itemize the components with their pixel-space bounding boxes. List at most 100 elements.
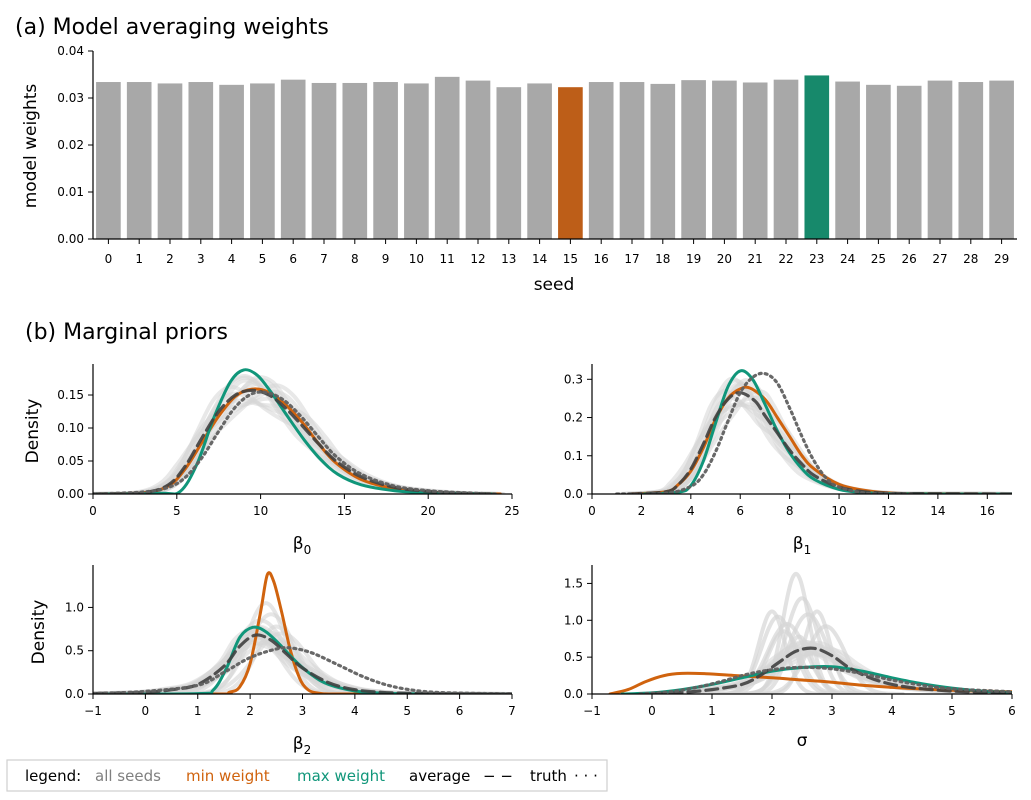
b1-xtick-label: 6 bbox=[736, 504, 744, 518]
weight-bar-22 bbox=[773, 79, 799, 239]
b1-series-group bbox=[615, 369, 1012, 494]
weights-xtick-label: 6 bbox=[289, 252, 297, 266]
weights-ytick-label: 0.03 bbox=[57, 91, 84, 105]
b2-plot: −1 0 1 2 3 4 5 6 7 0.0 0.5 1.0 bbox=[65, 565, 516, 718]
legend-max-weight: max weight bbox=[297, 767, 385, 785]
weight-bar-6 bbox=[280, 79, 306, 239]
sigma-plot: −1 0 1 2 3 4 5 6 0.0 0.5 1.0 1.5 bbox=[564, 565, 1016, 718]
b2-ylabel: Density bbox=[29, 600, 49, 665]
weight-bar-8 bbox=[342, 82, 368, 240]
b1-ytick-label: 0.3 bbox=[564, 372, 583, 386]
b1-xtick-label: 10 bbox=[831, 504, 846, 518]
sigma-xlabel: σ bbox=[797, 731, 808, 751]
weight-bar-29 bbox=[989, 80, 1014, 239]
b0-seed-curve bbox=[93, 373, 491, 494]
sigma-series-group bbox=[608, 571, 1012, 694]
legend-frame bbox=[6, 759, 608, 792]
legend-truth: truth bbox=[530, 767, 567, 785]
weight-bar-0 bbox=[96, 82, 121, 240]
weight-bar-14 bbox=[527, 83, 552, 240]
weight-bar-13 bbox=[496, 87, 522, 239]
b2-xtick-label: 6 bbox=[456, 704, 464, 718]
weights-xlabel: seed bbox=[534, 275, 575, 295]
b1-xtick-label: 8 bbox=[786, 504, 794, 518]
b2-xtick-label: −1 bbox=[84, 704, 102, 718]
priors-title: (b) Marginal priors bbox=[25, 320, 228, 345]
weight-bar-19 bbox=[681, 80, 706, 239]
sigma-ytick-label: 1.0 bbox=[564, 613, 583, 627]
weights-title: (a) Model averaging weights bbox=[15, 15, 329, 40]
sigma-xtick-label: 6 bbox=[1008, 704, 1016, 718]
sigma-average-line bbox=[650, 646, 1012, 694]
weights-xtick-label: 23 bbox=[809, 252, 824, 266]
legend-all-seeds: all seeds bbox=[95, 767, 161, 785]
b2-xtick-label: 3 bbox=[299, 704, 307, 718]
weight-bar-16 bbox=[588, 82, 614, 240]
sigma-xtick-label: 5 bbox=[948, 704, 956, 718]
weight-bar-23 bbox=[804, 75, 830, 239]
b2-min-weight-line bbox=[93, 571, 512, 694]
weights-xtick-label: 0 bbox=[105, 252, 113, 266]
weight-bar-5 bbox=[250, 83, 275, 240]
legend-average-marker: − − bbox=[483, 767, 513, 785]
b0-ytick-label: 0.00 bbox=[57, 487, 84, 501]
sigma-xtick-label: 2 bbox=[768, 704, 776, 718]
weights-xtick-label: 5 bbox=[259, 252, 267, 266]
b0-plot: 0 5 10 15 20 25 0.00 0.05 0.10 0.15 bbox=[57, 364, 520, 518]
weight-bar-25 bbox=[866, 84, 891, 239]
weights-xtick-label: 28 bbox=[963, 252, 978, 266]
weights-ytick-label: 0.04 bbox=[57, 44, 84, 58]
b1-xtick-label: 2 bbox=[638, 504, 646, 518]
weights-xtick-label: 13 bbox=[501, 252, 516, 266]
weights-xtick-label: 3 bbox=[197, 252, 205, 266]
b1-xlabel: β1 bbox=[793, 534, 812, 557]
b0-seed-curve bbox=[93, 377, 495, 494]
weights-xtick-label: 2 bbox=[166, 252, 174, 266]
b0-xtick-label: 10 bbox=[253, 504, 268, 518]
sigma-xtick-label: −1 bbox=[583, 704, 601, 718]
weights-plot: 0 1 2 3 4 5 6 7 8 9 10 11 12 13 14 15 16 17 18 19 20 21 22 23 24… bbox=[57, 44, 1017, 266]
weights-xtick-label: 18 bbox=[655, 252, 670, 266]
b1-average-line bbox=[627, 391, 1012, 494]
weights-xtick-label: 16 bbox=[594, 252, 609, 266]
b0-ytick-label: 0.15 bbox=[57, 388, 84, 402]
b1-xtick-label: 0 bbox=[588, 504, 596, 518]
weights-ylabel: model weights bbox=[21, 84, 41, 209]
weights-xtick-label: 8 bbox=[351, 252, 359, 266]
weights-xtick-label: 10 bbox=[409, 252, 424, 266]
sigma-xtick-label: 3 bbox=[828, 704, 836, 718]
weight-bar-2 bbox=[157, 83, 183, 240]
b0-xlabel: β0 bbox=[293, 534, 312, 557]
sigma-seed-spike bbox=[717, 629, 851, 694]
legend: legend: all seeds min weight max weight … bbox=[6, 759, 608, 792]
weights-xtick-label: 20 bbox=[717, 252, 732, 266]
weights-ytick-label: 0.00 bbox=[57, 232, 84, 246]
b1-truth-line bbox=[615, 371, 915, 494]
b0-xtick-label: 15 bbox=[337, 504, 352, 518]
b0-xtick-label: 20 bbox=[421, 504, 436, 518]
sigma-min-weight-line bbox=[608, 671, 1012, 694]
b2-xtick-label: 4 bbox=[351, 704, 359, 718]
b0-xtick-label: 0 bbox=[89, 504, 97, 518]
weights-xtick-label: 22 bbox=[778, 252, 793, 266]
sigma-ytick-label: 1.5 bbox=[564, 576, 583, 590]
weights-xtick-label: 21 bbox=[748, 252, 763, 266]
weight-bar-17 bbox=[619, 82, 645, 240]
weight-bar-3 bbox=[188, 82, 214, 240]
weights-ytick-label: 0.01 bbox=[57, 185, 84, 199]
b2-ytick-label: 0.5 bbox=[65, 644, 84, 658]
weight-bar-26 bbox=[896, 85, 922, 239]
weights-xtick-label: 11 bbox=[440, 252, 455, 266]
weights-xtick-label: 27 bbox=[932, 252, 947, 266]
b2-xtick-label: 7 bbox=[508, 704, 516, 718]
weights-xtick-label: 15 bbox=[563, 252, 578, 266]
weights-xtick-label: 24 bbox=[840, 252, 855, 266]
weight-bar-20 bbox=[712, 80, 737, 239]
weight-bar-4 bbox=[219, 84, 244, 239]
b0-xtick-label: 5 bbox=[173, 504, 181, 518]
sigma-seed-spike bbox=[747, 624, 905, 694]
weights-xtick-label: 14 bbox=[532, 252, 547, 266]
sigma-xtick-label: 1 bbox=[708, 704, 716, 718]
b2-ytick-label: 1.0 bbox=[65, 600, 84, 614]
